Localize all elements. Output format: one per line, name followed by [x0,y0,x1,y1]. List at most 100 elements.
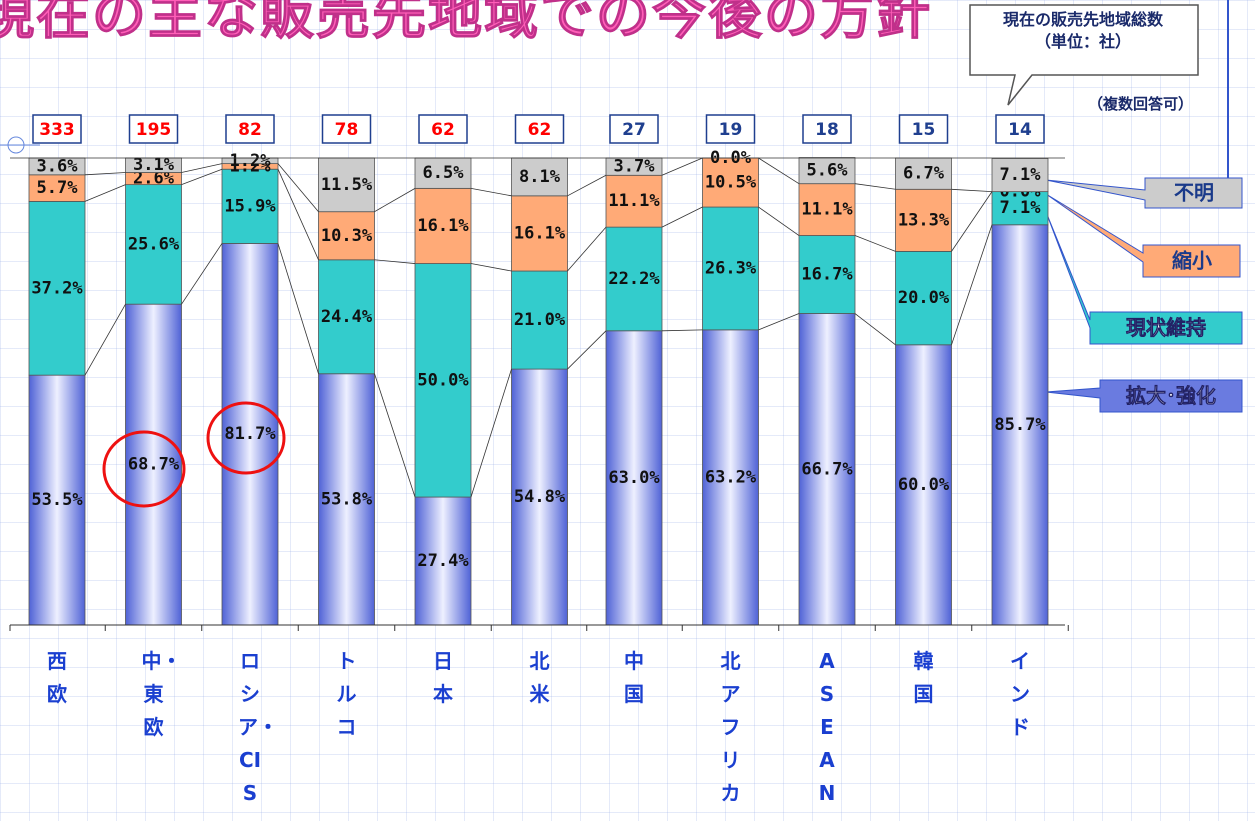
data-label: 53.5% [31,490,83,510]
data-label: 10.5% [705,173,757,193]
count-box [128,114,179,144]
connector-line [84,172,126,176]
connector-line [854,235,896,252]
connector-line [374,188,416,213]
data-label: 63.2% [705,467,757,487]
legend-label: 拡大･強化 [1126,384,1216,408]
x-tick-label: 日本 [433,649,453,706]
bar-segment [702,157,759,208]
bar-segment [221,168,279,244]
annotation-box [969,4,1199,106]
data-label: 10.3% [321,226,373,246]
data-label: 68.7% [128,455,180,475]
data-label: 7.1% [1000,198,1042,218]
x-tick-label: 中・東欧 [141,649,182,739]
data-label: 26.3% [705,258,757,278]
count-box [995,114,1045,144]
connector-line [661,329,703,332]
bar-segment [414,187,472,264]
connector-line [374,373,416,498]
connector-line [951,224,993,345]
bar-segment [511,157,568,197]
data-label: 5.7% [37,178,79,198]
count-label: 62 [431,120,455,140]
connector-line [470,187,512,197]
bar-segment [895,250,952,346]
annotation-line: 現在の販売先地域総数 [1002,10,1163,29]
count-box [802,114,852,144]
bar-segment [28,201,86,376]
connector-line [758,206,800,236]
legend-label: 縮小 [1172,249,1212,273]
data-label: 6.7% [903,164,945,184]
data-label: 2.6% [133,169,175,189]
bar-segment [511,270,568,370]
data-label: 1.2% [230,151,272,171]
connector-line [854,313,896,346]
bar-segment [991,191,1049,226]
count-box [514,114,565,144]
connector-line [758,157,800,185]
data-label: 24.4% [321,307,373,327]
data-label: 11.1% [801,200,853,220]
data-label: 13.3% [898,210,950,230]
data-label: 66.7% [801,459,853,479]
legend: 不明 縮小 現状維持 拡大･強化 [1045,177,1243,413]
connector-line [277,169,319,260]
connector-line [758,313,800,331]
x-tick-label: トルコ [336,649,357,739]
connector-line [661,206,703,228]
count-label: 19 [719,120,743,140]
count-label: 333 [39,120,75,140]
data-label: 11.1% [608,191,660,211]
connector-line [277,163,319,212]
bar-segment [511,368,568,626]
data-label: 5.6% [807,161,849,181]
bar-segment [702,206,759,331]
data-label: 3.6% [37,156,79,176]
data-label: 8.1% [519,167,561,187]
x-tick-label: 韓国 [913,649,934,706]
bar-segment [991,158,1049,193]
x-tick-label: 北米 [529,649,550,706]
bar-segment [414,263,472,498]
count-box [321,114,372,144]
connector-line [84,303,126,376]
legend-callout [1045,177,1243,209]
legend-label: 不明 [1174,181,1214,205]
x-tick-label: ロシア・CIS [238,649,278,805]
count-box [418,114,468,144]
data-label: 16.1% [514,223,566,243]
bar-segment [221,243,279,626]
bar-segment [895,344,952,626]
data-label: 22.2% [608,269,660,289]
data-label: 25.6% [128,234,180,254]
connector-line [661,157,703,176]
connector-line [854,183,896,190]
count-box [898,114,949,144]
connector-line [567,174,607,197]
data-label: 20.0% [898,288,950,308]
data-label: 16.1% [417,216,469,236]
bar-segment [798,235,856,314]
connector-line [181,168,223,185]
legend-callout [1045,193,1241,278]
bar-segment [318,373,375,626]
connector-line [277,243,319,374]
bar-segment [702,329,759,626]
data-label: 6.5% [423,163,465,183]
data-label: 3.7% [614,157,656,177]
highlight-circle [206,401,286,475]
bar-segment [895,157,952,190]
bar-segment [511,195,568,272]
x-tick-label: インド [1010,649,1030,739]
connector-line [470,368,512,498]
bar-segment [798,183,856,236]
note: （複数回答可） [1088,95,1194,113]
connector-line [84,184,126,202]
x-tick-label: 西欧 [47,649,67,706]
bar-segment [798,313,856,626]
annotation-line: （単位：社） [1034,32,1131,51]
